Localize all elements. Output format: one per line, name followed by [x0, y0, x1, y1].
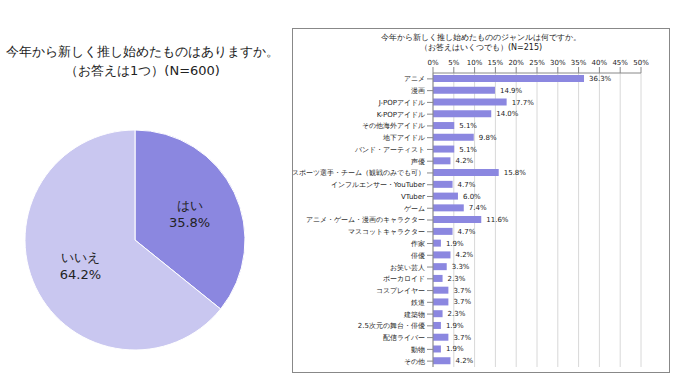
svg-text:2.3%: 2.3%: [448, 310, 466, 318]
svg-text:K-POPアイドル: K-POPアイドル: [377, 111, 425, 119]
svg-text:いいえ64.2%: いいえ64.2%: [60, 250, 101, 282]
svg-text:配信ライバー: 配信ライバー: [383, 334, 425, 342]
svg-text:6.0%: 6.0%: [463, 193, 481, 201]
svg-text:作家: 作家: [410, 240, 425, 248]
svg-text:17.7%: 17.7%: [512, 99, 535, 107]
svg-text:1.9%: 1.9%: [446, 322, 464, 330]
svg-text:3.3%: 3.3%: [452, 263, 470, 271]
svg-text:動物: 動物: [411, 346, 425, 354]
svg-text:11.6%: 11.6%: [486, 216, 509, 224]
svg-text:J-POPアイドル: J-POPアイドル: [378, 99, 425, 107]
svg-text:コスプレイヤー: コスプレイヤー: [376, 287, 425, 295]
svg-text:その他: その他: [404, 358, 425, 366]
svg-text:30%: 30%: [550, 59, 566, 67]
svg-text:マスコットキャラクター: マスコットキャラクター: [348, 228, 425, 236]
svg-text:14.9%: 14.9%: [500, 87, 523, 95]
svg-text:スポーツ選手・チーム（観戦のみでも可）: スポーツ選手・チーム（観戦のみでも可）: [293, 169, 425, 177]
svg-text:4.2%: 4.2%: [455, 357, 473, 365]
svg-text:36.3%: 36.3%: [589, 75, 612, 83]
svg-text:4.2%: 4.2%: [455, 251, 473, 259]
svg-text:俳優: 俳優: [411, 252, 425, 260]
svg-text:バンド・アーティスト: バンド・アーティスト: [354, 146, 425, 154]
svg-text:お笑い芸人: お笑い芸人: [390, 264, 425, 272]
html-text:今年から新しく推し始めたもののジャンルは何ですか。 （お答え: 今年から新しく推し始めたもののジャンルは何ですか。 （お答えはいくつでも）(N=…: [381, 33, 581, 52]
svg-text:3.7%: 3.7%: [453, 287, 471, 295]
svg-text:9.8%: 9.8%: [479, 134, 497, 142]
svg-text:40%: 40%: [592, 59, 608, 67]
svg-text:建築物: 建築物: [403, 311, 425, 319]
svg-text:5.1%: 5.1%: [459, 122, 477, 130]
svg-text:漫画: 漫画: [411, 87, 425, 95]
svg-text:0%: 0%: [427, 59, 438, 67]
svg-text:50%: 50%: [633, 59, 649, 67]
svg-text:アニメ: アニメ: [404, 75, 425, 83]
svg-text:ゲーム: ゲーム: [404, 205, 425, 213]
svg-text:4.7%: 4.7%: [458, 181, 476, 189]
svg-text:7.4%: 7.4%: [469, 204, 487, 212]
svg-text:鉄道: 鉄道: [411, 299, 425, 307]
svg-text:4.2%: 4.2%: [455, 157, 473, 165]
svg-text:35%: 35%: [571, 59, 587, 67]
svg-text:5.1%: 5.1%: [459, 146, 477, 154]
svg-text:インフルエンサー・YouTuber: インフルエンサー・YouTuber: [331, 181, 425, 189]
svg-text:ボーカロイド: ボーカロイド: [383, 275, 425, 283]
svg-text:20%: 20%: [508, 59, 524, 67]
svg-text:10%: 10%: [467, 59, 483, 67]
svg-text:1.9%: 1.9%: [446, 240, 464, 248]
svg-text:2.3%: 2.3%: [448, 275, 466, 283]
svg-text:15.8%: 15.8%: [504, 169, 527, 177]
html-text:今年から新しく推し始めたものはありますか。 （お答えは1つ）: 今年から新しく推し始めたものはありますか。 （お答えは1つ）(N=600): [6, 44, 279, 78]
svg-text:VTuber: VTuber: [401, 193, 425, 201]
svg-text:14.0%: 14.0%: [496, 110, 519, 118]
svg-text:2.5次元の舞台・俳優: 2.5次元の舞台・俳優: [358, 322, 425, 330]
svg-text:5%: 5%: [448, 59, 459, 67]
svg-text:1.9%: 1.9%: [446, 345, 464, 353]
svg-text:声優: 声優: [411, 158, 425, 166]
svg-text:3.7%: 3.7%: [453, 334, 471, 342]
svg-text:3.7%: 3.7%: [453, 298, 471, 306]
svg-text:地下アイドル: 地下アイドル: [382, 134, 425, 142]
svg-text:はい35.8%: はい35.8%: [169, 198, 210, 230]
svg-text:25%: 25%: [529, 59, 545, 67]
svg-text:アニメ・ゲーム・漫画のキャラクター: アニメ・ゲーム・漫画のキャラクター: [306, 216, 425, 224]
svg-text:45%: 45%: [612, 59, 628, 67]
svg-text:その他海外アイドル: その他海外アイドル: [362, 122, 425, 130]
svg-text:15%: 15%: [488, 59, 504, 67]
svg-text:4.7%: 4.7%: [458, 228, 476, 236]
